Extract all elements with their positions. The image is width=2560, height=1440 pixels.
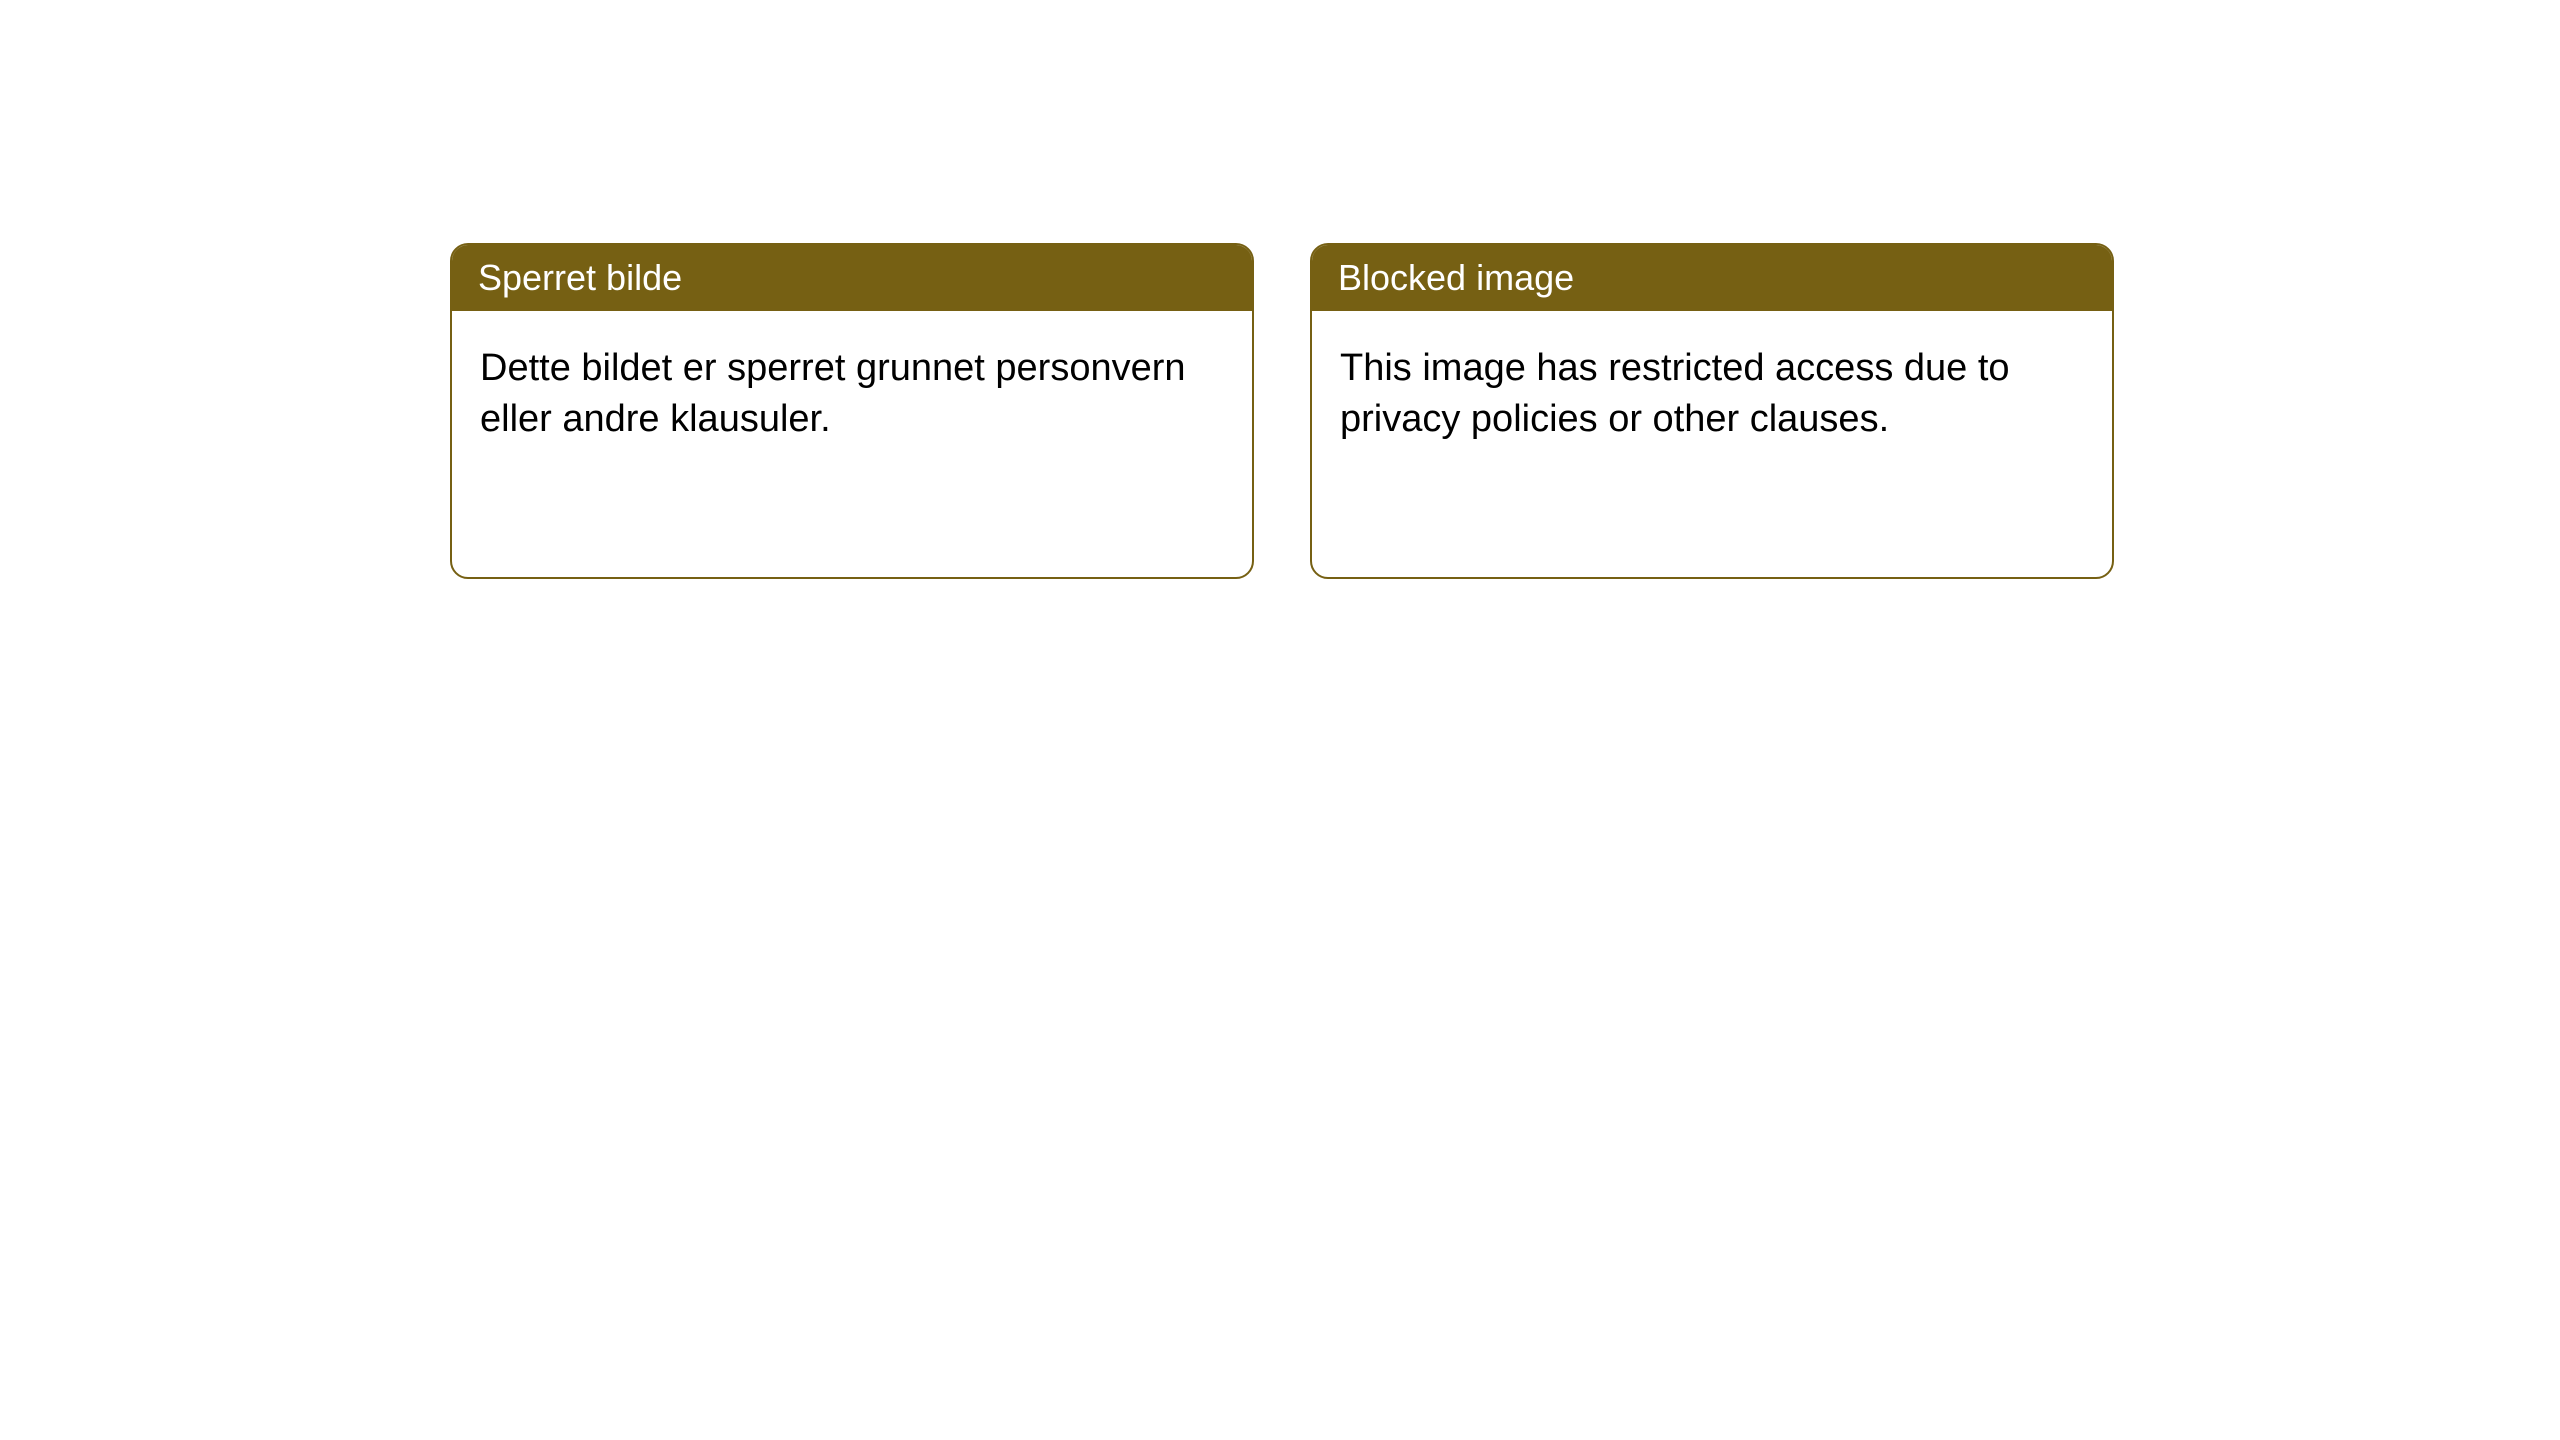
notice-header-text: Blocked image <box>1338 257 1574 298</box>
notice-box-norwegian: Sperret bilde Dette bildet er sperret gr… <box>450 243 1254 579</box>
notice-body-english: This image has restricted access due to … <box>1312 311 2112 478</box>
notice-header-norwegian: Sperret bilde <box>452 245 1252 311</box>
notice-body-text: Dette bildet er sperret grunnet personve… <box>480 347 1186 440</box>
notice-header-english: Blocked image <box>1312 245 2112 311</box>
notice-body-text: This image has restricted access due to … <box>1340 347 2010 440</box>
notice-body-norwegian: Dette bildet er sperret grunnet personve… <box>452 311 1252 478</box>
notice-container: Sperret bilde Dette bildet er sperret gr… <box>0 0 2560 579</box>
notice-box-english: Blocked image This image has restricted … <box>1310 243 2114 579</box>
notice-header-text: Sperret bilde <box>478 257 682 298</box>
